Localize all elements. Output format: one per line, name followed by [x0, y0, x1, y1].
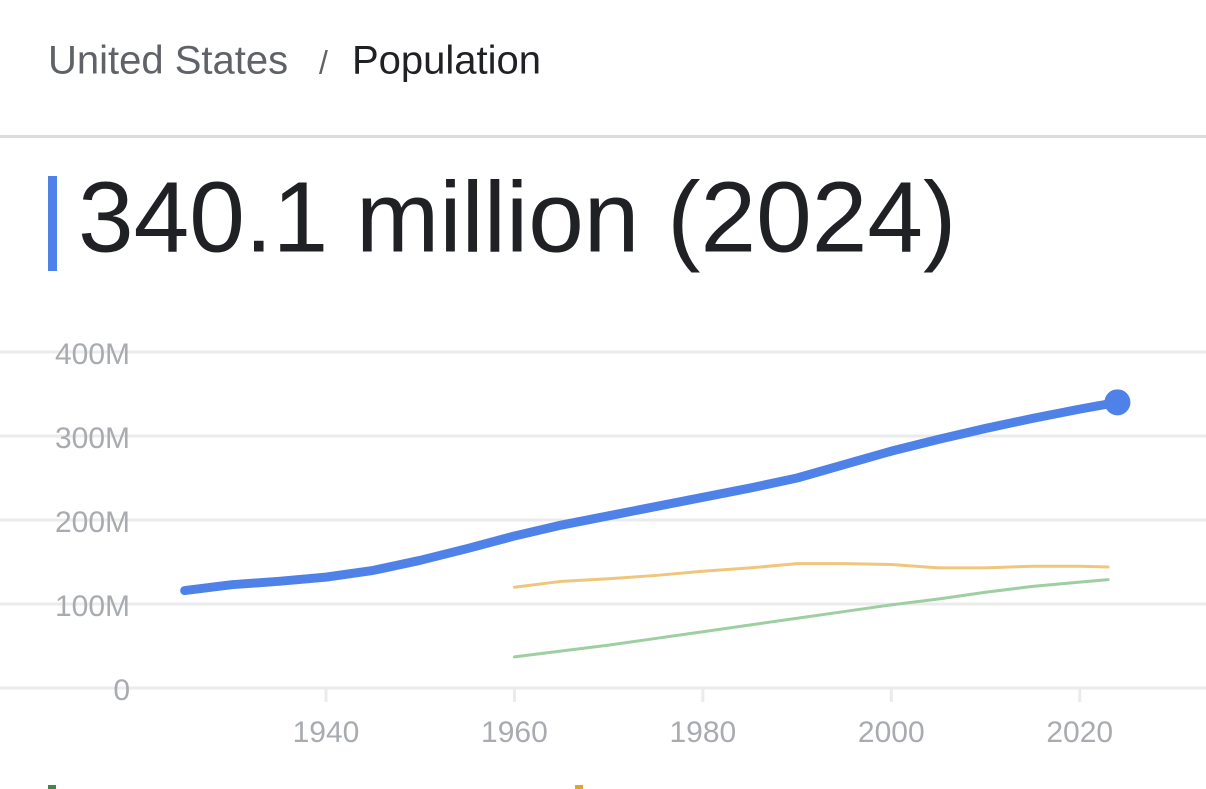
headline: 340.1 million (2024) — [78, 161, 956, 273]
latest-point — [1104, 389, 1131, 416]
x-tick-label: 1980 — [669, 716, 736, 749]
legend-swatch — [575, 785, 583, 789]
series-line — [512, 562, 1110, 589]
y-tick-label: 200M — [55, 506, 130, 539]
headline-accent — [48, 176, 57, 271]
x-tick-label: 2000 — [858, 716, 925, 749]
legend-swatch — [48, 785, 56, 789]
breadcrumb-country[interactable]: United States — [48, 39, 288, 83]
series-line — [180, 397, 1122, 596]
series-line — [512, 578, 1110, 659]
x-tick-label: 2020 — [1046, 716, 1113, 749]
y-tick-label: 100M — [55, 590, 130, 623]
y-tick-label: 0 — [113, 674, 130, 707]
y-tick-label: 300M — [55, 422, 130, 455]
x-tick-label: 1960 — [481, 716, 548, 749]
divider — [0, 135, 1206, 138]
breadcrumb-separator: / — [319, 44, 328, 80]
y-tick-label: 400M — [55, 338, 130, 371]
breadcrumb-topic: Population — [352, 39, 541, 83]
x-tick-label: 1940 — [293, 716, 360, 749]
